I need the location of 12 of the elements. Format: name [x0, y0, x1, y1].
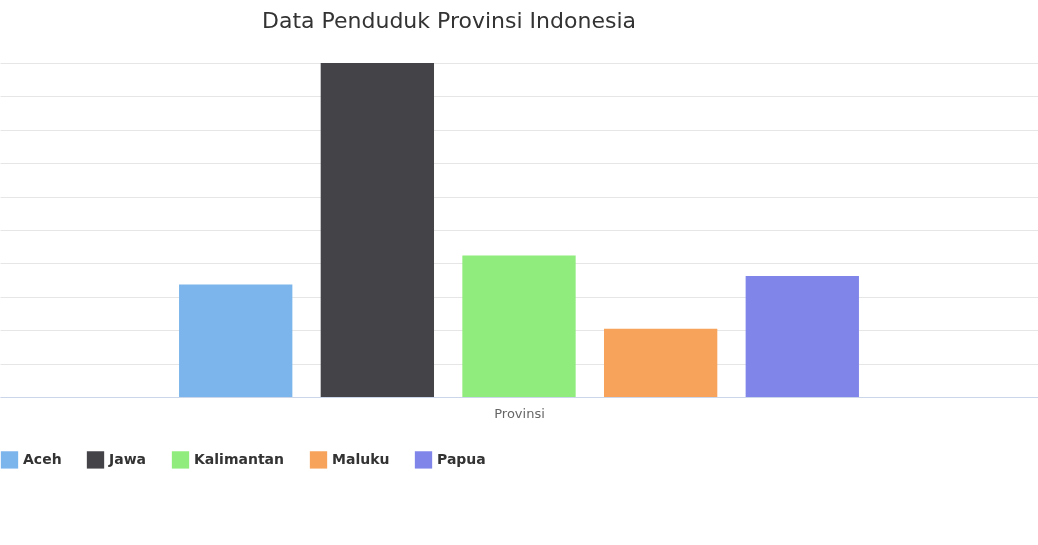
bar: [603, 328, 718, 397]
bar: [179, 284, 293, 397]
legend-label: Aceh: [23, 450, 62, 467]
legend-label: Kalimantan: [194, 450, 285, 467]
x-axis-title: Provinsi: [494, 405, 545, 421]
bar: [462, 255, 576, 397]
legend-label: Papua: [437, 450, 486, 467]
bar: [320, 63, 435, 397]
legend-label: Maluku: [332, 450, 390, 467]
chart-title: Data Penduduk Provinsi Indonesia: [262, 8, 636, 33]
bar: [745, 276, 859, 397]
legend-label: Jawa: [108, 450, 147, 467]
